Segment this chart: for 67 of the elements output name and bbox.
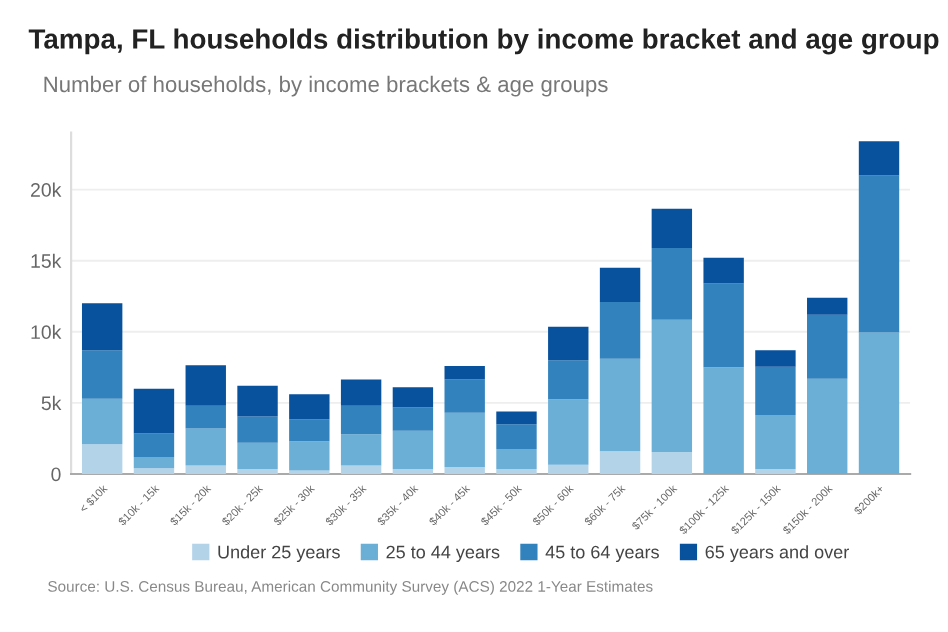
bar: [133, 468, 175, 474]
bar: [237, 416, 278, 443]
bar: [651, 208, 693, 248]
chart-title: Tampa, FL households distribution by income bracket and age group: [28, 28, 939, 55]
bar: [599, 301, 641, 359]
bar: [340, 434, 382, 466]
bar: [599, 451, 641, 474]
bar: [392, 407, 434, 431]
bar: [133, 456, 175, 469]
bar: [651, 319, 693, 452]
bar: [858, 141, 900, 176]
legend-label: 65 years and over: [705, 545, 849, 563]
bar: [548, 399, 589, 465]
bar: [755, 350, 796, 367]
bar: [755, 366, 796, 415]
bar: [858, 332, 900, 474]
bar: [237, 442, 278, 470]
bar: [133, 433, 175, 457]
legend-label: Under 25 years: [218, 545, 340, 563]
bar: [81, 303, 123, 351]
bar: [185, 365, 226, 406]
bar: [81, 398, 123, 445]
bar: [858, 175, 900, 333]
bar: [599, 358, 641, 452]
bar: [185, 405, 226, 429]
bar: [340, 465, 382, 474]
bar: [444, 365, 485, 380]
bar: [289, 419, 330, 442]
bar: [703, 283, 744, 368]
bar: [289, 394, 330, 420]
bar: [185, 465, 226, 474]
y-tick-label: 0: [51, 467, 61, 482]
bar: [444, 466, 485, 474]
legend-label: 45 to 64 years: [545, 545, 659, 563]
bar: [392, 430, 434, 470]
bar: [185, 428, 226, 466]
bar: [807, 297, 848, 315]
y-tick-label: 15k: [31, 253, 62, 268]
bar: [133, 388, 175, 434]
bar: [496, 411, 537, 425]
bar: [392, 387, 434, 408]
bar: [599, 267, 641, 302]
legend-label: 25 to 44 years: [386, 545, 500, 563]
bar: [340, 379, 382, 406]
bar: [548, 464, 589, 474]
bar: [444, 412, 485, 467]
bar: [651, 247, 693, 320]
y-tick-label: 10k: [31, 324, 62, 340]
bar: [548, 360, 589, 400]
bar: [807, 314, 848, 379]
y-tick-label: 20k: [31, 182, 62, 197]
bar: [237, 385, 278, 417]
bar: [289, 441, 330, 471]
bar: [755, 414, 796, 470]
bar: [496, 424, 537, 450]
bar: [651, 451, 693, 474]
bar: [340, 405, 382, 435]
bar: [444, 379, 485, 413]
bar: [496, 449, 537, 470]
bar: [703, 257, 744, 284]
y-tick-label: 5k: [41, 395, 62, 411]
bar: [807, 378, 848, 474]
bar: [81, 444, 123, 474]
bar: [81, 350, 123, 399]
chart-subtitle: Number of households, by income brackets & age groups: [44, 75, 608, 97]
bar: [703, 367, 744, 474]
bar: [548, 326, 589, 361]
